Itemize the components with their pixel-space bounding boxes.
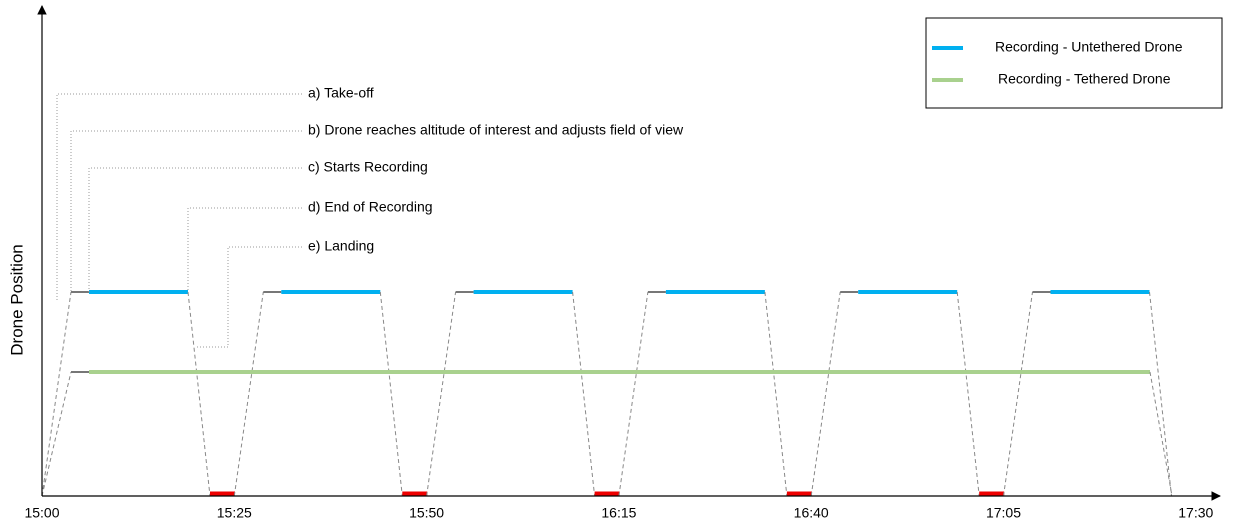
tethered-landing	[1149, 371, 1173, 497]
x-tick-label: 17:30	[1178, 505, 1213, 521]
landing-path	[764, 291, 788, 497]
landing-path	[1149, 291, 1172, 497]
y-axis-label: Drone Position	[7, 244, 26, 356]
annotations: a) Take-off b) Drone reaches altitude of …	[56, 85, 684, 348]
takeoff-path	[810, 291, 841, 497]
tethered-takeoff	[41, 371, 72, 497]
legend-label: Recording - Untethered Drone	[995, 39, 1183, 55]
timeline	[41, 290, 1173, 497]
landing-path	[379, 291, 403, 497]
landing-path	[956, 291, 980, 497]
takeoff-path	[1003, 291, 1033, 497]
legend-label: Recording - Tethered Drone	[998, 71, 1171, 87]
takeoff-path	[41, 291, 72, 497]
takeoff-path	[426, 291, 457, 497]
legend: Recording - Untethered Drone Recording - …	[932, 39, 1183, 87]
legend-box	[925, 17, 1223, 109]
annotation-label: e) Landing	[308, 238, 374, 254]
landing-path	[572, 291, 596, 497]
takeoff-path	[618, 291, 649, 497]
annotation-label: a) Take-off	[308, 85, 374, 101]
leader-line	[88, 167, 302, 292]
x-tick-label: 15:25	[217, 505, 252, 521]
x-tick-label: 16:40	[794, 505, 829, 521]
x-tick-label: 16:15	[601, 505, 636, 521]
annotation-label: c) Starts Recording	[308, 159, 428, 175]
leader-line	[56, 93, 302, 300]
leader-line	[70, 130, 302, 292]
takeoff-path	[233, 291, 264, 497]
x-tick-label: 15:00	[24, 505, 59, 521]
x-tick-label: 17:05	[986, 505, 1021, 521]
leader-line	[196, 246, 302, 348]
x-tick-label: 15:50	[409, 505, 444, 521]
x-tick-labels: 15:00 15:25 15:50 16:15 16:40 17:05 17:30	[24, 505, 1213, 521]
leader-line	[187, 207, 302, 292]
annotation-label: b) Drone reaches altitude of interest an…	[308, 122, 684, 138]
landing-path	[187, 291, 211, 497]
annotation-label: d) End of Recording	[308, 199, 433, 215]
